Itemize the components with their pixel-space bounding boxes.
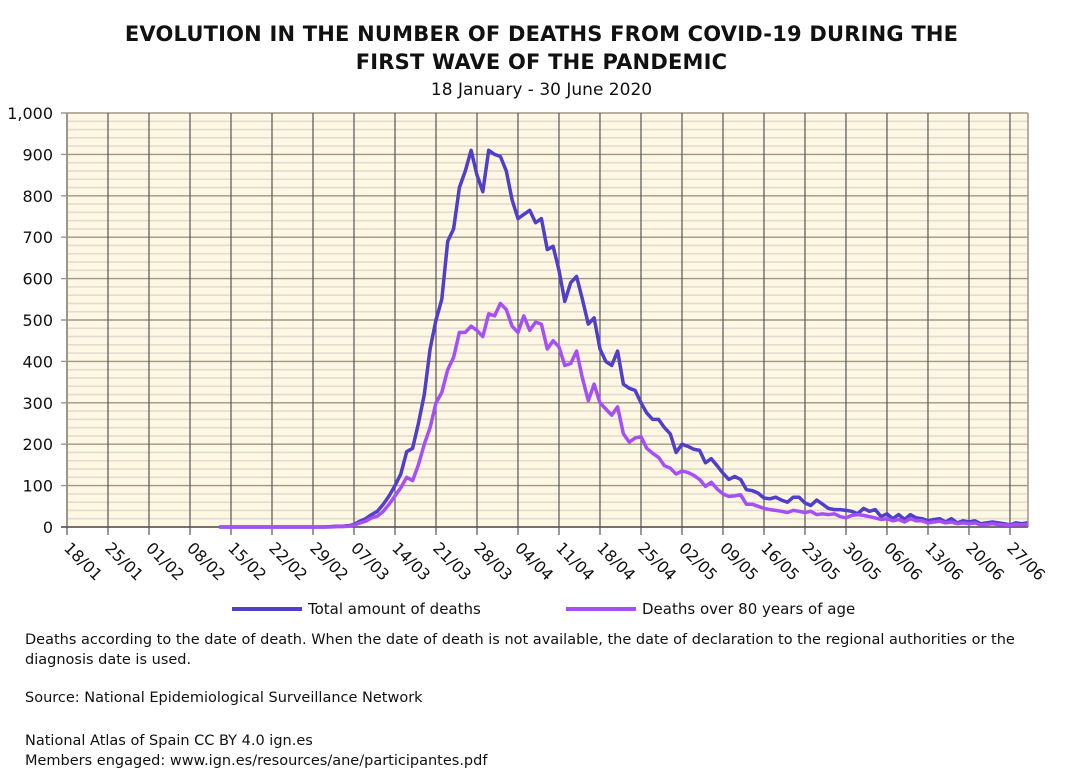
chart-title-line-2: FIRST WAVE OF THE PANDEMIC	[355, 50, 728, 74]
y-tick-label: 300	[22, 394, 53, 413]
y-tick-label: 900	[22, 145, 53, 164]
legend-label-over80: Deaths over 80 years of age	[642, 600, 856, 618]
x-tick-label: 13/06	[921, 538, 967, 584]
major-gridlines	[61, 112, 1028, 535]
legend-swatch-total	[232, 607, 302, 611]
x-tick-label: 02/05	[675, 538, 721, 584]
x-tick-label: 18/01	[60, 538, 106, 584]
legend-item-over80: Deaths over 80 years of age	[566, 600, 855, 618]
x-tick-label: 18/04	[593, 538, 639, 584]
y-tick-label: 500	[22, 311, 53, 330]
x-tick-label: 08/02	[183, 538, 229, 584]
x-tick-label: 07/03	[347, 538, 393, 584]
note-atlas: National Atlas of Spain CC BY 4.0 ign.es	[25, 733, 313, 749]
x-tick-label: 22/02	[265, 538, 311, 584]
x-tick-label: 04/04	[511, 538, 557, 584]
x-tick-label: 01/02	[142, 538, 188, 584]
legend-label-total: Total amount of deaths	[308, 600, 481, 618]
note-members: Members engaged: www.ign.es/resources/an…	[25, 753, 488, 769]
series-line-over80	[219, 301, 1028, 529]
y-axis-ticks: 0 100 200 300 400 500 600 700 800 900 1,000	[7, 104, 53, 537]
x-tick-label: 09/05	[716, 538, 762, 584]
x-tick-label: 25/04	[634, 538, 680, 584]
x-tick-label: 23/05	[798, 538, 844, 584]
x-tick-label: 06/06	[880, 538, 926, 584]
x-tick-label: 14/03	[388, 538, 434, 584]
y-tick-label: 800	[22, 187, 53, 206]
chart-title-line-1: EVOLUTION IN THE NUMBER OF DEATHS FROM C…	[124, 22, 959, 46]
legend-swatch-over80	[566, 607, 636, 611]
x-tick-label: 11/04	[552, 538, 598, 584]
y-tick-label: 200	[22, 435, 53, 454]
x-tick-label: 16/05	[757, 538, 803, 584]
y-tick-label: 100	[22, 477, 53, 496]
x-tick-label: 30/05	[839, 538, 885, 584]
x-tick-label: 15/02	[224, 538, 270, 584]
y-tick-label: 400	[22, 352, 53, 371]
y-tick-label: 700	[22, 228, 53, 247]
legend-item-total: Total amount of deaths	[232, 600, 481, 618]
x-tick-label: 27/06	[1003, 538, 1049, 584]
chart-subtitle: 18 January - 30 June 2020	[430, 80, 653, 100]
x-tick-label: 20/06	[962, 538, 1008, 584]
x-axis-ticks: 18/0125/0101/0208/0215/0222/0229/0207/03…	[60, 538, 1049, 584]
x-tick-label: 29/02	[306, 538, 352, 584]
note-date-of-death: Deaths according to the date of death. W…	[25, 632, 1015, 668]
x-tick-label: 21/03	[429, 538, 475, 584]
y-tick-label: 600	[22, 270, 53, 289]
y-tick-label: 0	[43, 518, 53, 537]
note-source: Source: National Epidemiological Surveil…	[25, 690, 423, 706]
x-tick-label: 28/03	[470, 538, 516, 584]
y-tick-label: 1,000	[7, 104, 53, 123]
series-lines	[219, 148, 1028, 529]
x-tick-label: 25/01	[101, 538, 147, 584]
